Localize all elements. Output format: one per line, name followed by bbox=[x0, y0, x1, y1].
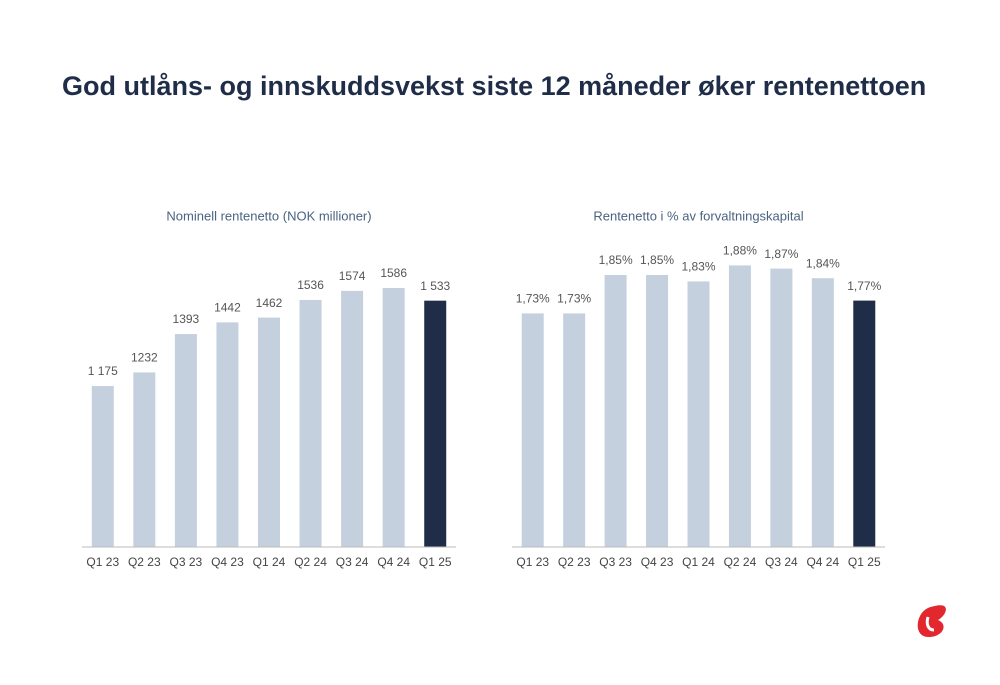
value-label: 1442 bbox=[214, 301, 241, 315]
bar bbox=[299, 299, 322, 547]
value-label: 1586 bbox=[380, 266, 407, 280]
x-tick-label: Q1 23 bbox=[516, 555, 549, 569]
value-label: 1,77% bbox=[847, 279, 881, 293]
bar bbox=[258, 317, 280, 547]
value-label: 1,88% bbox=[723, 244, 757, 258]
x-tick-label: Q2 23 bbox=[128, 555, 161, 569]
value-label: 1462 bbox=[256, 296, 283, 310]
value-label: 1536 bbox=[297, 278, 324, 292]
bar bbox=[604, 275, 627, 547]
value-label: 1 175 bbox=[88, 364, 118, 378]
value-label: 1,73% bbox=[557, 292, 591, 306]
bar bbox=[811, 278, 834, 547]
x-tick-label: Q2 23 bbox=[558, 555, 591, 569]
value-label: 1,84% bbox=[806, 256, 840, 270]
logo-mark bbox=[925, 616, 935, 632]
bar bbox=[646, 275, 669, 547]
value-label: 1232 bbox=[131, 351, 158, 365]
bar bbox=[853, 300, 876, 547]
bar bbox=[687, 281, 710, 547]
x-tick-label: Q4 24 bbox=[806, 555, 839, 569]
bar bbox=[133, 372, 156, 547]
bar bbox=[216, 322, 239, 547]
bar bbox=[91, 386, 114, 547]
x-tick-label: Q1 25 bbox=[848, 555, 881, 569]
value-label: 1393 bbox=[173, 312, 200, 326]
bar bbox=[174, 334, 197, 547]
x-tick-label: Q1 25 bbox=[419, 555, 452, 569]
logo bbox=[917, 605, 946, 638]
value-label: 1574 bbox=[339, 269, 366, 283]
x-tick-label: Q3 24 bbox=[336, 555, 369, 569]
x-tick-label: Q3 23 bbox=[170, 555, 203, 569]
bar bbox=[563, 313, 586, 547]
value-label: 1,85% bbox=[640, 253, 674, 267]
bar bbox=[341, 290, 364, 547]
slide-title: God utlåns- og innskuddsvekst siste 12 m… bbox=[62, 71, 926, 101]
x-tick-label: Q2 24 bbox=[724, 555, 757, 569]
bar bbox=[521, 313, 544, 547]
bar bbox=[382, 288, 405, 547]
value-label: 1 533 bbox=[420, 279, 450, 293]
chart-title: Nominell rentenetto (NOK millioner) bbox=[166, 208, 371, 223]
x-tick-label: Q1 24 bbox=[682, 555, 715, 569]
x-tick-label: Q1 23 bbox=[86, 555, 119, 569]
value-label: 1,87% bbox=[764, 247, 798, 261]
bar bbox=[728, 265, 751, 547]
bar bbox=[424, 300, 447, 547]
x-tick-label: Q3 23 bbox=[599, 555, 632, 569]
x-tick-label: Q4 23 bbox=[641, 555, 674, 569]
x-tick-label: Q4 24 bbox=[377, 555, 410, 569]
x-tick-label: Q1 24 bbox=[253, 555, 286, 569]
value-label: 1,83% bbox=[681, 260, 715, 274]
value-label: 1,73% bbox=[516, 292, 550, 306]
bar bbox=[770, 268, 793, 547]
x-tick-label: Q4 23 bbox=[211, 555, 244, 569]
x-tick-label: Q2 24 bbox=[294, 555, 327, 569]
x-tick-label: Q3 24 bbox=[765, 555, 798, 569]
chart-title: Rentenetto i % av forvaltningskapital bbox=[593, 208, 803, 223]
value-label: 1,85% bbox=[599, 253, 633, 267]
